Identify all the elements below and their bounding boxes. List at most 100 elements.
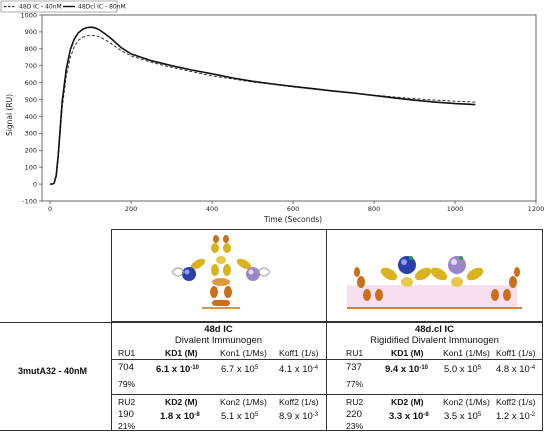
- antibody-domain: [224, 286, 232, 298]
- x-tick-label: 400: [206, 205, 218, 213]
- koff-label: Koff1 (1/s): [279, 348, 319, 358]
- antibody-domain: [211, 243, 219, 253]
- antibody-domain: [212, 278, 230, 286]
- x-tick-label: 1200: [528, 205, 545, 213]
- kd-value: 1.8 x 10-8: [160, 411, 200, 422]
- series-line-48d: [50, 34, 476, 185]
- left-group-title: 48d IC: [204, 324, 233, 335]
- ru-label: RU1: [118, 348, 136, 358]
- left-group-subtitle: Divalent Immunogen: [174, 335, 263, 346]
- antibody-domain: [357, 276, 365, 288]
- stem-segment: [212, 300, 230, 306]
- antibody-domain: [354, 267, 360, 277]
- ru-label: RU2: [118, 397, 136, 407]
- legend-label-48d: 48D IC - 40nM: [19, 4, 62, 11]
- y-tick-label: 800: [25, 45, 37, 53]
- kd-label: KD2 (M): [391, 397, 424, 407]
- chart-legend: 48D IC - 40nM 48Dcl IC - 80nM: [0, 0, 126, 13]
- kon-label: Kon1 (1/Ms): [220, 348, 267, 358]
- koff-label: Koff2 (1/s): [279, 397, 319, 407]
- ru-label: RU2: [346, 397, 364, 407]
- rigidified-immunogen-image: [347, 256, 522, 309]
- antibody-domain: [380, 267, 398, 281]
- y-tick-label: 200: [25, 147, 37, 155]
- divalent-immunogen-image: [171, 235, 271, 309]
- y-tick-label: 1000: [20, 11, 37, 19]
- plot-frame: [41, 14, 537, 202]
- ru-value: 737: [346, 362, 362, 373]
- antibody-domain: [514, 267, 520, 277]
- koff-value: 4.1 x 10-4: [279, 364, 319, 375]
- antibody-domain: [216, 256, 226, 264]
- kd-label: KD1 (M): [165, 348, 198, 358]
- col-divider: [326, 323, 327, 430]
- antibody-domain: [210, 286, 218, 298]
- koff-label: Koff2 (1/s): [496, 397, 536, 407]
- antibody-domain: [503, 289, 511, 301]
- ru-value: 704: [118, 362, 134, 373]
- kon-value: 6.7 x 105: [221, 364, 259, 375]
- kinetics-data-table: 3mutA32 - 40nM 48d IC Divalent Immunogen…: [0, 322, 543, 431]
- antibody-domain: [236, 258, 252, 270]
- y-tick-label: 0: [33, 180, 37, 188]
- row-divider: [111, 394, 542, 395]
- kon-value: 3.5 x 105: [444, 411, 482, 422]
- kon-label: Kon2 (1/Ms): [443, 397, 490, 407]
- col-divider: [111, 323, 112, 430]
- antibody-domain: [451, 277, 463, 287]
- y-axis-title: Signal (RU): [5, 94, 14, 136]
- legend-box: [0, 0, 118, 13]
- y-tick-label: 500: [25, 96, 37, 104]
- sphere-highlight: [401, 259, 407, 265]
- antibody-domain: [363, 289, 371, 301]
- pct-value: 77%: [346, 379, 364, 389]
- legend-label-48dcl: 48Dcl IC - 80nM: [78, 4, 126, 11]
- antibody-domain: [509, 276, 517, 288]
- right-group-subtitle: Rigidified Divalent Immunogen: [370, 335, 499, 346]
- sphere-highlight: [184, 269, 190, 275]
- image-cell-48d: [111, 229, 327, 322]
- sphere-highlight: [248, 269, 254, 275]
- antibody-domain: [401, 277, 413, 287]
- ru-label: RU1: [346, 348, 364, 358]
- kon-value: 5.1 x 105: [221, 411, 259, 422]
- kon-label: Kon2 (1/Ms): [220, 397, 267, 407]
- antibody-domain: [213, 235, 219, 243]
- kon-label: Kon1 (1/Ms): [443, 348, 490, 358]
- antibody-domain: [223, 264, 231, 276]
- antibody-domain: [430, 267, 448, 281]
- y-tick-label: 900: [25, 28, 37, 36]
- antibody-domain: [466, 267, 484, 281]
- image-cell-48dcl: [326, 229, 543, 322]
- linker-bead: [409, 256, 413, 260]
- antibody-domain: [190, 258, 206, 270]
- antigen-sphere: [182, 267, 196, 281]
- koff-label: Koff1 (1/s): [496, 348, 536, 358]
- antibody-domain: [491, 289, 499, 301]
- y-tick-label: 700: [25, 62, 37, 70]
- series-line-48dcl: [50, 26, 476, 185]
- koff-value: 8.9 x 10-3: [279, 411, 319, 422]
- x-tick-label: 800: [368, 205, 380, 213]
- y-tick-label: 600: [25, 79, 37, 87]
- koff-value: 4.8 x 10-4: [496, 364, 536, 375]
- pct-value: 23%: [346, 421, 364, 431]
- y-tick-label: 100: [25, 163, 37, 171]
- pct-value: 79%: [118, 379, 136, 389]
- y-tick-label: -100: [22, 197, 37, 205]
- antibody-domain: [375, 289, 383, 301]
- ru-value: 220: [346, 409, 362, 420]
- antibody-domain: [223, 235, 229, 243]
- antigen-sphere: [448, 256, 466, 274]
- pct-value: 21%: [118, 421, 136, 431]
- y-tick-label: 400: [25, 113, 37, 121]
- linker-ribbon: [257, 267, 271, 277]
- kon-value: 5.0 x 105: [444, 364, 482, 375]
- membrane-glow: [347, 285, 517, 307]
- linker-ribbon: [171, 267, 185, 277]
- sample-label: 3mutA32 - 40nM: [18, 366, 88, 376]
- kd-value: 3.3 x 10-8: [389, 411, 429, 422]
- linker-bead: [459, 256, 463, 260]
- binding-chart: 48D IC - 40nM 48Dcl IC - 80nM -100 0 100 20…: [0, 0, 545, 224]
- kd-label: KD2 (M): [165, 397, 198, 407]
